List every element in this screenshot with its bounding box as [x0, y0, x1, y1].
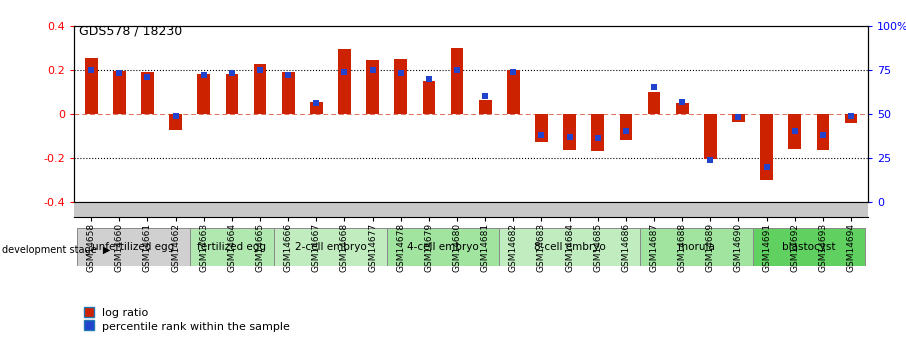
Bar [620, 114, 632, 140]
Bar [394, 59, 407, 114]
Bar [564, 114, 576, 150]
Text: GDS578 / 18230: GDS578 / 18230 [79, 24, 182, 37]
Bar [592, 114, 604, 151]
Bar [732, 114, 745, 121]
Bar [77, 228, 189, 266]
Text: 8-cell embryo: 8-cell embryo [534, 242, 605, 252]
Bar [310, 102, 323, 114]
Bar [648, 92, 660, 114]
Bar [254, 65, 266, 114]
Bar [189, 228, 275, 266]
Text: morula: morula [678, 242, 715, 252]
Bar [387, 228, 499, 266]
Bar [282, 72, 294, 114]
Text: unfertilized egg: unfertilized egg [92, 242, 175, 252]
Legend: log ratio, percentile rank within the sample: log ratio, percentile rank within the sa… [80, 304, 294, 336]
Bar [535, 114, 548, 142]
Bar [198, 74, 210, 114]
Bar [788, 114, 801, 149]
Text: 2-cell embryo: 2-cell embryo [294, 242, 366, 252]
Text: blastocyst: blastocyst [782, 242, 835, 252]
Bar [507, 70, 520, 114]
Bar [753, 228, 865, 266]
Bar [366, 60, 379, 114]
Bar [816, 114, 829, 150]
Bar [704, 114, 717, 159]
Bar [141, 72, 154, 114]
Bar [499, 228, 640, 266]
Text: fertilized egg: fertilized egg [198, 242, 266, 252]
Bar [422, 81, 435, 114]
Bar [844, 114, 857, 123]
Text: 4-cell embryo: 4-cell embryo [407, 242, 479, 252]
Bar [450, 48, 463, 114]
Bar [760, 114, 773, 180]
Bar [275, 228, 387, 266]
Bar [85, 58, 98, 114]
Bar [640, 228, 753, 266]
Bar [226, 74, 238, 114]
Bar [113, 71, 126, 114]
Bar [479, 100, 492, 114]
Text: development stage  ▶: development stage ▶ [2, 245, 111, 255]
Bar [676, 103, 689, 114]
Bar [169, 114, 182, 130]
Bar [338, 49, 351, 114]
